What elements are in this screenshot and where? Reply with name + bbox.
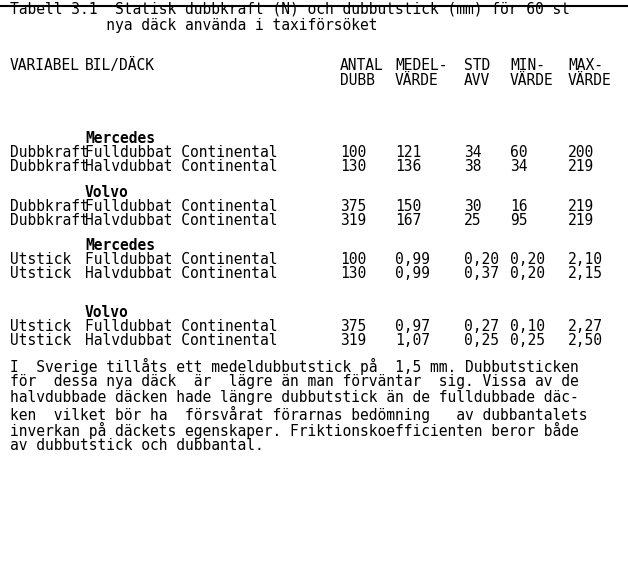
Text: 2,50: 2,50	[568, 333, 603, 348]
Text: 375: 375	[340, 319, 366, 334]
Text: 0,37: 0,37	[464, 266, 499, 281]
Text: I  Sverige tillåts ett medeldubbutstick på  1,5 mm. Dubbutsticken: I Sverige tillåts ett medeldubbutstick p…	[10, 358, 579, 375]
Text: Utstick: Utstick	[10, 252, 71, 267]
Text: 16: 16	[510, 199, 528, 214]
Text: VÄRDE: VÄRDE	[395, 73, 439, 88]
Text: Fulldubbat Continental: Fulldubbat Continental	[85, 145, 278, 160]
Text: Dubbkraft: Dubbkraft	[10, 199, 89, 214]
Text: 30: 30	[464, 199, 482, 214]
Text: Tabell 3.1  Statisk dubbkraft (N) och dubbutstick (mm) för 60 st: Tabell 3.1 Statisk dubbkraft (N) och dub…	[10, 2, 570, 17]
Text: Mercedes: Mercedes	[85, 131, 155, 146]
Text: 0,27: 0,27	[464, 319, 499, 334]
Text: 0,25: 0,25	[464, 333, 499, 348]
Text: 38: 38	[464, 159, 482, 174]
Text: Halvdubbat Continental: Halvdubbat Continental	[85, 159, 278, 174]
Text: 319: 319	[340, 333, 366, 348]
Text: 95: 95	[510, 213, 528, 228]
Text: VÄRDE: VÄRDE	[568, 73, 612, 88]
Text: 200: 200	[568, 145, 594, 160]
Text: 34: 34	[510, 159, 528, 174]
Text: inverkan på däckets egenskaper. Friktionskoefficienten beror både: inverkan på däckets egenskaper. Friktion…	[10, 422, 579, 439]
Text: 0,20: 0,20	[510, 252, 545, 267]
Text: Fulldubbat Continental: Fulldubbat Continental	[85, 199, 278, 214]
Text: 319: 319	[340, 213, 366, 228]
Text: AVV: AVV	[464, 73, 490, 88]
Text: för  dessa nya däck  är  lägre än man förväntar  sig. Vissa av de: för dessa nya däck är lägre än man förvä…	[10, 374, 579, 389]
Text: Halvdubbat Continental: Halvdubbat Continental	[85, 213, 278, 228]
Text: 0,20: 0,20	[464, 252, 499, 267]
Text: DUBB: DUBB	[340, 73, 375, 88]
Text: Halvdubbat Continental: Halvdubbat Continental	[85, 333, 278, 348]
Text: 2,10: 2,10	[568, 252, 603, 267]
Text: Mercedes: Mercedes	[85, 238, 155, 253]
Text: 0,97: 0,97	[395, 319, 430, 334]
Text: 121: 121	[395, 145, 421, 160]
Text: MEDEL-: MEDEL-	[395, 58, 448, 73]
Text: MIN-: MIN-	[510, 58, 545, 73]
Text: halvdubbade däcken hade längre dubbutstick än de fulldubbade däc-: halvdubbade däcken hade längre dubbutsti…	[10, 390, 579, 405]
Text: Fulldubbat Continental: Fulldubbat Continental	[85, 252, 278, 267]
Text: 60: 60	[510, 145, 528, 160]
Text: VÄRDE: VÄRDE	[510, 73, 554, 88]
Text: av dubbutstick och dubbantal.: av dubbutstick och dubbantal.	[10, 438, 264, 453]
Text: 0,99: 0,99	[395, 266, 430, 281]
Text: ken  vilket bör ha  försvårat förarnas bedömning   av dubbantalets: ken vilket bör ha försvårat förarnas bed…	[10, 406, 588, 423]
Text: 375: 375	[340, 199, 366, 214]
Text: 34: 34	[464, 145, 482, 160]
Text: Dubbkraft: Dubbkraft	[10, 213, 89, 228]
Text: nya däck använda i taxiförsöket: nya däck använda i taxiförsöket	[10, 18, 377, 33]
Text: 130: 130	[340, 266, 366, 281]
Text: 25: 25	[464, 213, 482, 228]
Text: 219: 219	[568, 159, 594, 174]
Text: Utstick: Utstick	[10, 333, 71, 348]
Text: Halvdubbat Continental: Halvdubbat Continental	[85, 266, 278, 281]
Text: Volvo: Volvo	[85, 305, 129, 320]
Text: 150: 150	[395, 199, 421, 214]
Text: MAX-: MAX-	[568, 58, 603, 73]
Text: 2,27: 2,27	[568, 319, 603, 334]
Text: 167: 167	[395, 213, 421, 228]
Text: Dubbkraft: Dubbkraft	[10, 145, 89, 160]
Text: BIL/DÄCK: BIL/DÄCK	[85, 58, 155, 73]
Text: 130: 130	[340, 159, 366, 174]
Text: Utstick: Utstick	[10, 266, 71, 281]
Text: 100: 100	[340, 252, 366, 267]
Text: 100: 100	[340, 145, 366, 160]
Text: 219: 219	[568, 213, 594, 228]
Text: 1,07: 1,07	[395, 333, 430, 348]
Text: Volvo: Volvo	[85, 185, 129, 200]
Text: 0,25: 0,25	[510, 333, 545, 348]
Text: 2,15: 2,15	[568, 266, 603, 281]
Text: VARIABEL: VARIABEL	[10, 58, 80, 73]
Text: STD: STD	[464, 58, 490, 73]
Text: 136: 136	[395, 159, 421, 174]
Text: 219: 219	[568, 199, 594, 214]
Text: 0,10: 0,10	[510, 319, 545, 334]
Text: 0,99: 0,99	[395, 252, 430, 267]
Text: Dubbkraft: Dubbkraft	[10, 159, 89, 174]
Text: Utstick: Utstick	[10, 319, 71, 334]
Text: Fulldubbat Continental: Fulldubbat Continental	[85, 319, 278, 334]
Text: ANTAL: ANTAL	[340, 58, 384, 73]
Text: 0,20: 0,20	[510, 266, 545, 281]
